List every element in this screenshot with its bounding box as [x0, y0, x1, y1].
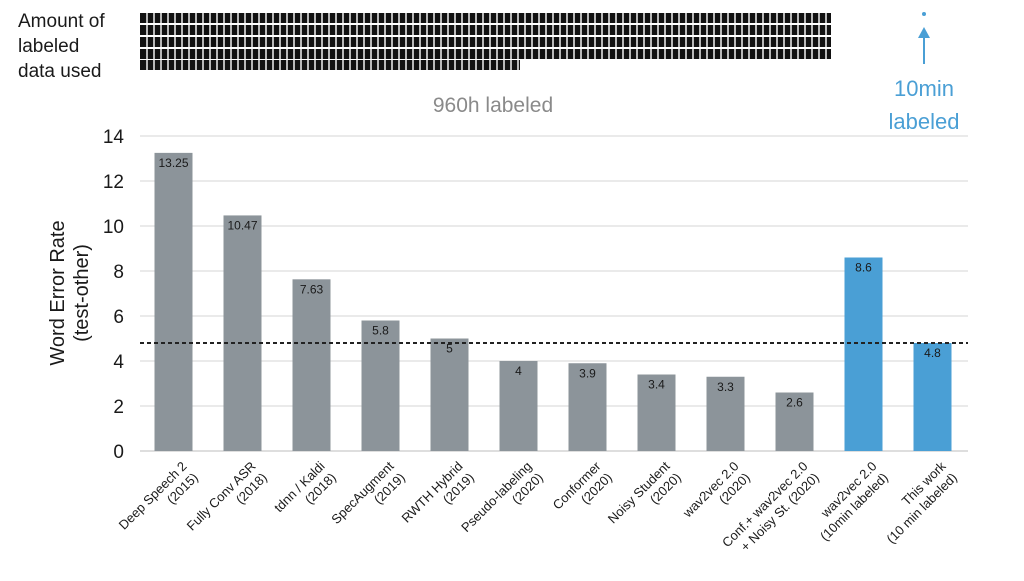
bar-value-label: 10.47	[227, 218, 257, 232]
bar	[430, 338, 469, 451]
data-block-row	[140, 25, 831, 35]
big-data-label: 960h labeled	[433, 94, 553, 117]
bar	[292, 279, 331, 451]
labeled-data-blocks	[140, 12, 831, 76]
amount-label-line: labeled	[18, 36, 79, 57]
bar-value-label: 5.8	[372, 324, 389, 338]
data-block-row	[140, 37, 831, 47]
y-axis-label: Word Error Rate (test-other)	[47, 220, 93, 365]
small-data-label-line: labeled	[889, 109, 960, 134]
small-data-label-line: 10min	[894, 76, 954, 101]
data-block-row	[140, 60, 520, 70]
amount-label-line: data used	[18, 61, 101, 82]
y-tick-label: 0	[113, 442, 124, 463]
x-tick-label: This work(10 min labeled)	[883, 458, 960, 546]
y-axis-label-line: Word Error Rate	[47, 220, 69, 365]
y-tick-label: 4	[113, 352, 124, 373]
bar	[154, 152, 193, 451]
amount-label-line: Amount of	[18, 11, 105, 32]
x-tick-label: Fully Conv ASR(2018)	[184, 459, 270, 534]
y-tick-label: 2	[113, 397, 124, 418]
bar	[499, 361, 538, 451]
small-data-dot	[922, 12, 926, 16]
x-tick-label: wav2vec 2.0(10min labeled)	[817, 459, 891, 544]
y-tick-label: 10	[103, 217, 124, 238]
bar	[913, 343, 952, 451]
grid	[140, 135, 968, 452]
bar-value-label: 8.6	[855, 261, 872, 275]
bar	[223, 215, 262, 451]
bar	[844, 257, 883, 451]
bar	[706, 376, 745, 451]
y-tick-label: 6	[113, 307, 124, 328]
y-tick-labels: 0 2 4 6 8 10 12 14	[103, 127, 125, 463]
bar	[361, 320, 400, 451]
bar-value-label: 3.9	[579, 366, 596, 380]
bar-value-label: 3.4	[648, 378, 665, 392]
y-tick-label: 8	[113, 262, 124, 283]
data-amount-header: Amount of labeled data used 960h labeled 10m…	[18, 11, 959, 134]
y-tick-label: 12	[103, 172, 124, 193]
bar-value-label: 7.63	[300, 282, 324, 296]
bar-value-label: 2.6	[786, 396, 803, 410]
bar	[637, 374, 676, 451]
x-tick-label: Noisy Student(2020)	[605, 458, 684, 526]
bar-value-label: 4	[515, 364, 522, 378]
y-axis-label-line: (test-other)	[71, 244, 93, 342]
x-tick-label: Deep Speech 2(2015)	[116, 459, 201, 533]
x-tick-label: SpecAugment(2019)	[328, 458, 408, 527]
data-block-row	[140, 49, 831, 59]
bar-value-label: 5	[446, 342, 453, 356]
bar-value-label: 3.3	[717, 380, 734, 394]
data-block-row	[140, 13, 831, 23]
y-tick-label: 14	[103, 127, 125, 148]
bar	[775, 392, 814, 451]
value-labels: 13.25 10.47 7.63 5.8 5 4 3.9 3.4 3.3 2.6 8.6 4.8	[158, 156, 941, 410]
arrow-head	[918, 27, 930, 38]
x-tick-labels: Deep Speech 2(2015)Fully Conv ASR(2018) t…	[116, 458, 960, 554]
bar	[568, 363, 607, 451]
x-tick-label: Pseudo-labeling(2020)	[458, 459, 546, 536]
bar-value-label: 13.25	[158, 156, 188, 170]
bar-value-label: 4.8	[924, 346, 941, 360]
